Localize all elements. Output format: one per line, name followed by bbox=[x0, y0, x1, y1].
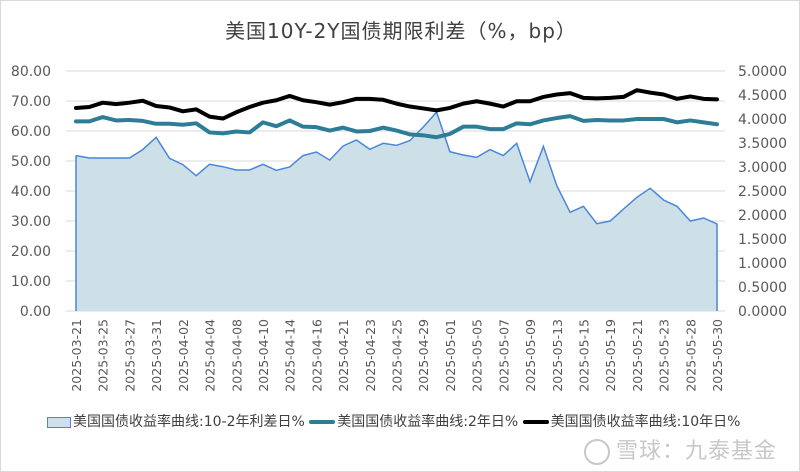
chart-title: 美国10Y-2Y国债期限利差（%，bp） bbox=[225, 19, 577, 43]
legend-item-2y: 美国国债收益率曲线:2年日% bbox=[309, 414, 518, 430]
y-right-tick-label: 2.0000 bbox=[738, 208, 787, 224]
x-tick-label: 2025-05-01 bbox=[443, 319, 458, 392]
y-right-tick-label: 4.0000 bbox=[738, 112, 787, 128]
legend-swatch-spread bbox=[47, 416, 71, 428]
legend-swatch-2y bbox=[309, 420, 336, 424]
x-tick-label: 2025-05-23 bbox=[657, 319, 672, 392]
y-right-tick-label: 3.0000 bbox=[738, 160, 787, 176]
y-left-tick-label: 60.00 bbox=[11, 124, 51, 140]
y-left-tick-label: 10.00 bbox=[11, 274, 51, 290]
y-right-tick-label: 0.0000 bbox=[738, 304, 787, 320]
x-tick-label: 2025-04-10 bbox=[256, 319, 271, 392]
yield-10y-line bbox=[74, 88, 719, 121]
legend-label-2y: 美国国债收益率曲线:2年日% bbox=[337, 414, 519, 430]
x-tick-label: 2025-04-16 bbox=[309, 319, 324, 392]
y-left-tick-label: 50.00 bbox=[11, 154, 51, 170]
y-right-tick-label: 1.0000 bbox=[738, 256, 787, 272]
x-tick-label: 2025-04-25 bbox=[390, 319, 405, 392]
y-right-tick-label: 2.5000 bbox=[738, 184, 787, 200]
watermark-text: 雪球：九泰基金 bbox=[615, 439, 777, 464]
x-tick-label: 2025-03-21 bbox=[69, 319, 84, 392]
x-tick-label: 2025-05-13 bbox=[550, 319, 565, 392]
y-left-tick-label: 20.00 bbox=[11, 244, 51, 260]
snowball-logo-icon bbox=[583, 439, 610, 465]
legend-item-10y: 美国国债收益率曲线:10年日% bbox=[522, 414, 741, 430]
spread-line bbox=[75, 110, 718, 311]
x-tick-label: 2025-05-19 bbox=[603, 319, 618, 392]
legend-label-10y: 美国国债收益率曲线:10年日% bbox=[550, 414, 741, 430]
x-tick-label: 2025-03-27 bbox=[122, 319, 137, 392]
spread-area bbox=[76, 112, 717, 311]
y-left-tick-label: 30.00 bbox=[11, 214, 51, 230]
x-tick-label: 2025-04-02 bbox=[176, 319, 191, 392]
x-tick-label: 2025-04-08 bbox=[229, 319, 244, 392]
x-tick-label: 2025-03-25 bbox=[96, 319, 111, 392]
legend: 美国国债收益率曲线:10-2年利差日% 美国国债收益率曲线:2年日% 美国国债收… bbox=[47, 411, 777, 434]
x-tick-label: 2025-05-28 bbox=[683, 319, 698, 392]
x-tick-label: 2025-04-23 bbox=[363, 319, 378, 392]
x-tick-label: 2025-05-05 bbox=[470, 319, 485, 392]
x-tick-label: 2025-03-31 bbox=[149, 319, 164, 392]
y-left-tick-label: 70.00 bbox=[11, 94, 51, 110]
x-tick-label: 2025-05-30 bbox=[710, 319, 725, 392]
x-tick-label: 2025-05-09 bbox=[523, 319, 538, 392]
x-tick-label: 2025-05-15 bbox=[576, 319, 591, 392]
legend-item-spread: 美国国债收益率曲线:10-2年利差日% bbox=[47, 414, 305, 430]
legend-swatch-10y bbox=[522, 420, 549, 424]
y-right-tick-label: 4.5000 bbox=[738, 88, 787, 104]
chart-svg: 0.00 10.00 20.00 30.00 40.00 50.00 60.00 70.00 8… bbox=[11, 64, 787, 392]
yield-2y-line bbox=[74, 114, 719, 140]
x-tick-label: 2025-04-14 bbox=[283, 319, 298, 392]
y-right-tick-label: 0.5000 bbox=[738, 280, 787, 296]
y-right-tick-label: 5.0000 bbox=[738, 64, 787, 80]
x-tick-label: 2025-05-21 bbox=[630, 319, 645, 392]
y-right-tick-label: 3.5000 bbox=[738, 136, 787, 152]
y-left-tick-label: 40.00 bbox=[11, 184, 51, 200]
y-right-tick-label: 1.5000 bbox=[738, 232, 787, 248]
x-tick-label: 2025-04-21 bbox=[336, 319, 351, 392]
x-tick-label: 2025-04-04 bbox=[203, 319, 218, 392]
x-tick-label: 2025-05-07 bbox=[496, 319, 511, 392]
legend-label-spread: 美国国债收益率曲线:10-2年利差日% bbox=[73, 414, 305, 430]
y-left-tick-label: 0.00 bbox=[20, 304, 51, 320]
y-left-tick-label: 80.00 bbox=[11, 64, 51, 80]
watermark: 雪球：九泰基金 bbox=[583, 433, 777, 465]
x-tick-label: 2025-04-29 bbox=[416, 319, 431, 392]
